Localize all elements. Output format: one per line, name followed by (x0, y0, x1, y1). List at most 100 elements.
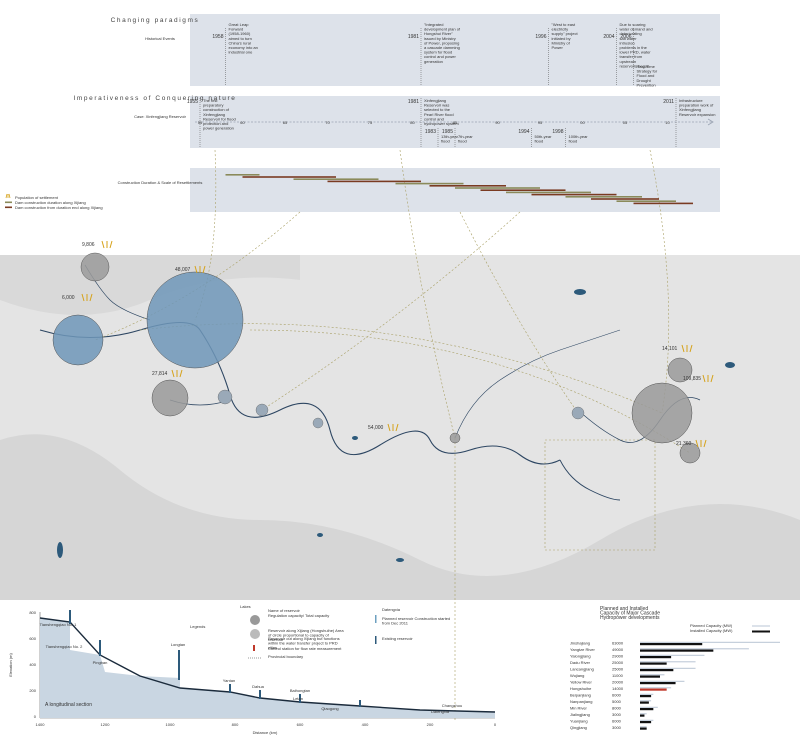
settlement-icon (695, 439, 707, 448)
paragraph: "Integrated development plan of Hongshui R… (424, 22, 461, 64)
bubble-label: 6,000 (62, 295, 75, 301)
capacity-legend: Installed Capacity (MW) (690, 628, 733, 633)
axis-tick-label: 75 (368, 120, 373, 125)
capacity-legend-swatch (752, 630, 770, 633)
axis-tick-label: 10 (665, 120, 670, 125)
row-subtitle: Case: Xinfengjiang Reservoir (134, 114, 186, 119)
dams (69, 610, 361, 707)
reservoir-bubble (631, 382, 693, 444)
station-label: Datengxia (431, 709, 450, 714)
paragraph: 13th-year flood (441, 134, 459, 144)
y-tick-label: 600 (29, 636, 36, 641)
capacity-name: Lancangjiang (570, 667, 594, 672)
capacity-name: Jialingjiang (570, 712, 590, 717)
installed-bar (640, 701, 649, 704)
axis-tick-label: 60 (240, 120, 245, 125)
planned-bar (640, 654, 705, 656)
legend-label: Dam construction duration along Xijiang (15, 200, 86, 205)
terrain (0, 255, 300, 315)
settlement-icon (387, 423, 399, 432)
station-label: Dahua (252, 684, 265, 689)
construction-bar (506, 191, 591, 194)
capacity-legend: Planned Capacity (MW) (690, 623, 733, 628)
reservoir-bubble (679, 442, 701, 464)
construction-bar (225, 174, 260, 176)
construction-bar (633, 202, 693, 205)
capacity-value: 25000 (612, 667, 624, 672)
lake (317, 533, 323, 537)
paragraph: Planned reservoir Construction started fr… (382, 616, 450, 626)
y-tick-label: 0 (34, 714, 37, 719)
capacity-name: Yangtze River (570, 647, 595, 652)
paragraph: Great Leap Forward (1958-1960) aimed to tur… (229, 22, 258, 55)
reservoir-bubble (667, 357, 693, 383)
x-tick-label: 200 (427, 722, 434, 727)
x-tick-label: 1200 (101, 722, 111, 727)
dam (259, 690, 261, 699)
capacity-name: Jinshajiang (570, 641, 590, 646)
planned-bar (640, 667, 696, 669)
case-year: 1983 (425, 129, 436, 135)
paragraph: 50th-year flood (535, 134, 553, 144)
legend-item: Name of reservoir (268, 608, 300, 613)
lake (574, 289, 586, 295)
dam (229, 684, 231, 693)
legend-item: Control station for flow rate measuremen… (268, 646, 342, 651)
dam (299, 694, 301, 703)
bubble-label: 27,814 (152, 371, 168, 377)
case-year: 2011 (663, 99, 674, 105)
capacity-name: Qingjiang (570, 725, 587, 730)
axis-tick-label: 55 (198, 120, 203, 125)
planned-bar (640, 700, 652, 702)
construction-bar (455, 187, 540, 189)
legend-symbol (253, 645, 255, 651)
capacity-name: Wujiang (570, 673, 584, 678)
case-year: 1981 (408, 99, 419, 105)
axis-tick-label: 65 (283, 120, 288, 125)
planned-bar (640, 713, 647, 715)
case-year: 1998 (552, 129, 563, 135)
row-title: Changing paradigms (111, 17, 200, 24)
settlement-icon (702, 374, 714, 383)
lakes (57, 289, 735, 562)
capacity-legend-swatch (752, 625, 770, 627)
station-label: Pingban (93, 660, 108, 665)
capacity-value: 6000 (612, 719, 622, 724)
case-year: 1985 (442, 129, 453, 135)
x-tick-label: 800 (232, 722, 239, 727)
installed-bar (640, 649, 714, 652)
capacity-value: 5000 (612, 699, 622, 704)
legend-symbols (248, 615, 377, 659)
reservoir (312, 417, 324, 429)
capacity-value: 63000 (612, 641, 624, 646)
case-year: 1994 (518, 129, 529, 135)
station-label: Qiaogong (321, 706, 338, 711)
lake (396, 558, 404, 562)
planned-bar (640, 641, 780, 643)
axis-tick-label: 70 (325, 120, 330, 125)
y-axis-title: Elevation (m) (8, 653, 13, 677)
y-tick-label: 200 (29, 688, 36, 693)
lake (57, 542, 63, 558)
planned-bar (640, 661, 696, 663)
installed-bar (640, 695, 652, 698)
legend-icon (5, 206, 12, 209)
settlement-icon (81, 293, 93, 302)
legend-icon (5, 193, 11, 199)
reservoir (217, 389, 233, 405)
x-tick-label: 400 (362, 722, 369, 727)
paragraph: Reservoir out along Xijiang but function… (268, 636, 340, 650)
construction-bar (429, 185, 506, 187)
settlement-icon (101, 240, 113, 249)
dam (99, 640, 101, 656)
construction-bar (616, 200, 676, 202)
planned-bar (640, 680, 685, 682)
legend-symbol (375, 636, 377, 644)
settlement-icon (194, 265, 206, 274)
capacity-name: Hongshuihe (570, 686, 592, 691)
reservoir-bubble (151, 379, 189, 417)
capacity-value: 25000 (612, 660, 624, 665)
reservoir-bubble (146, 271, 244, 369)
x-tick-label: 600 (297, 722, 304, 727)
row-title: Imperativeness of Conquering nature (74, 95, 237, 102)
